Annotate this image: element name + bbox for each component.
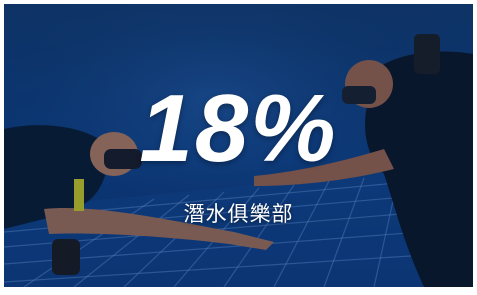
promo-tile[interactable]: 18% 潛水俱樂部 [4, 4, 473, 287]
page: {"overlay": {"headline": "18%", "caption… [0, 4, 477, 295]
caption: 潛水俱樂部 [4, 200, 473, 228]
headline: 18% [4, 74, 473, 184]
